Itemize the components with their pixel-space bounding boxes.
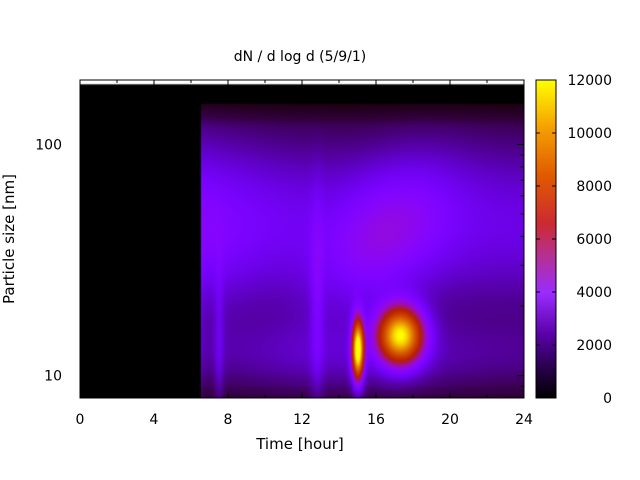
x-tick-label: 8 xyxy=(224,412,233,428)
colorbar-ticks: 0 2000 4000 6000 8000 10000 12000 xyxy=(536,73,612,407)
y-tick-label: 10 xyxy=(44,369,62,385)
plot-area xyxy=(79,79,525,399)
colorbar-tick-label: 10000 xyxy=(567,126,612,142)
y-axis: 10 100 xyxy=(35,137,524,387)
chart-title: dN / d log d (5/9/1) xyxy=(234,49,367,65)
colorbar-tick-label: 2000 xyxy=(576,338,612,354)
colorbar: 0 2000 4000 6000 8000 10000 12000 xyxy=(535,73,612,407)
colorbar-tick-label: 12000 xyxy=(567,73,612,89)
colorbar-tick-label: 8000 xyxy=(576,179,612,195)
y-axis-label: Particle size [nm] xyxy=(0,174,18,304)
x-tick-label: 16 xyxy=(367,412,385,428)
x-tick-label: 0 xyxy=(76,412,85,428)
x-axis: 0 4 8 12 16 20 24 xyxy=(76,80,533,428)
x-tick-label: 24 xyxy=(515,412,533,428)
colorbar-tick-label: 0 xyxy=(603,391,612,407)
x-tick-label: 20 xyxy=(441,412,459,428)
heatmap-canvas xyxy=(80,80,524,398)
y-tick-label: 100 xyxy=(35,137,62,153)
x-tick-label: 4 xyxy=(150,412,159,428)
x-tick-label: 12 xyxy=(293,412,311,428)
x-axis-label: Time [hour] xyxy=(255,435,344,453)
colorbar-tick-label: 4000 xyxy=(576,285,612,301)
colorbar-tick-label: 6000 xyxy=(576,232,612,248)
